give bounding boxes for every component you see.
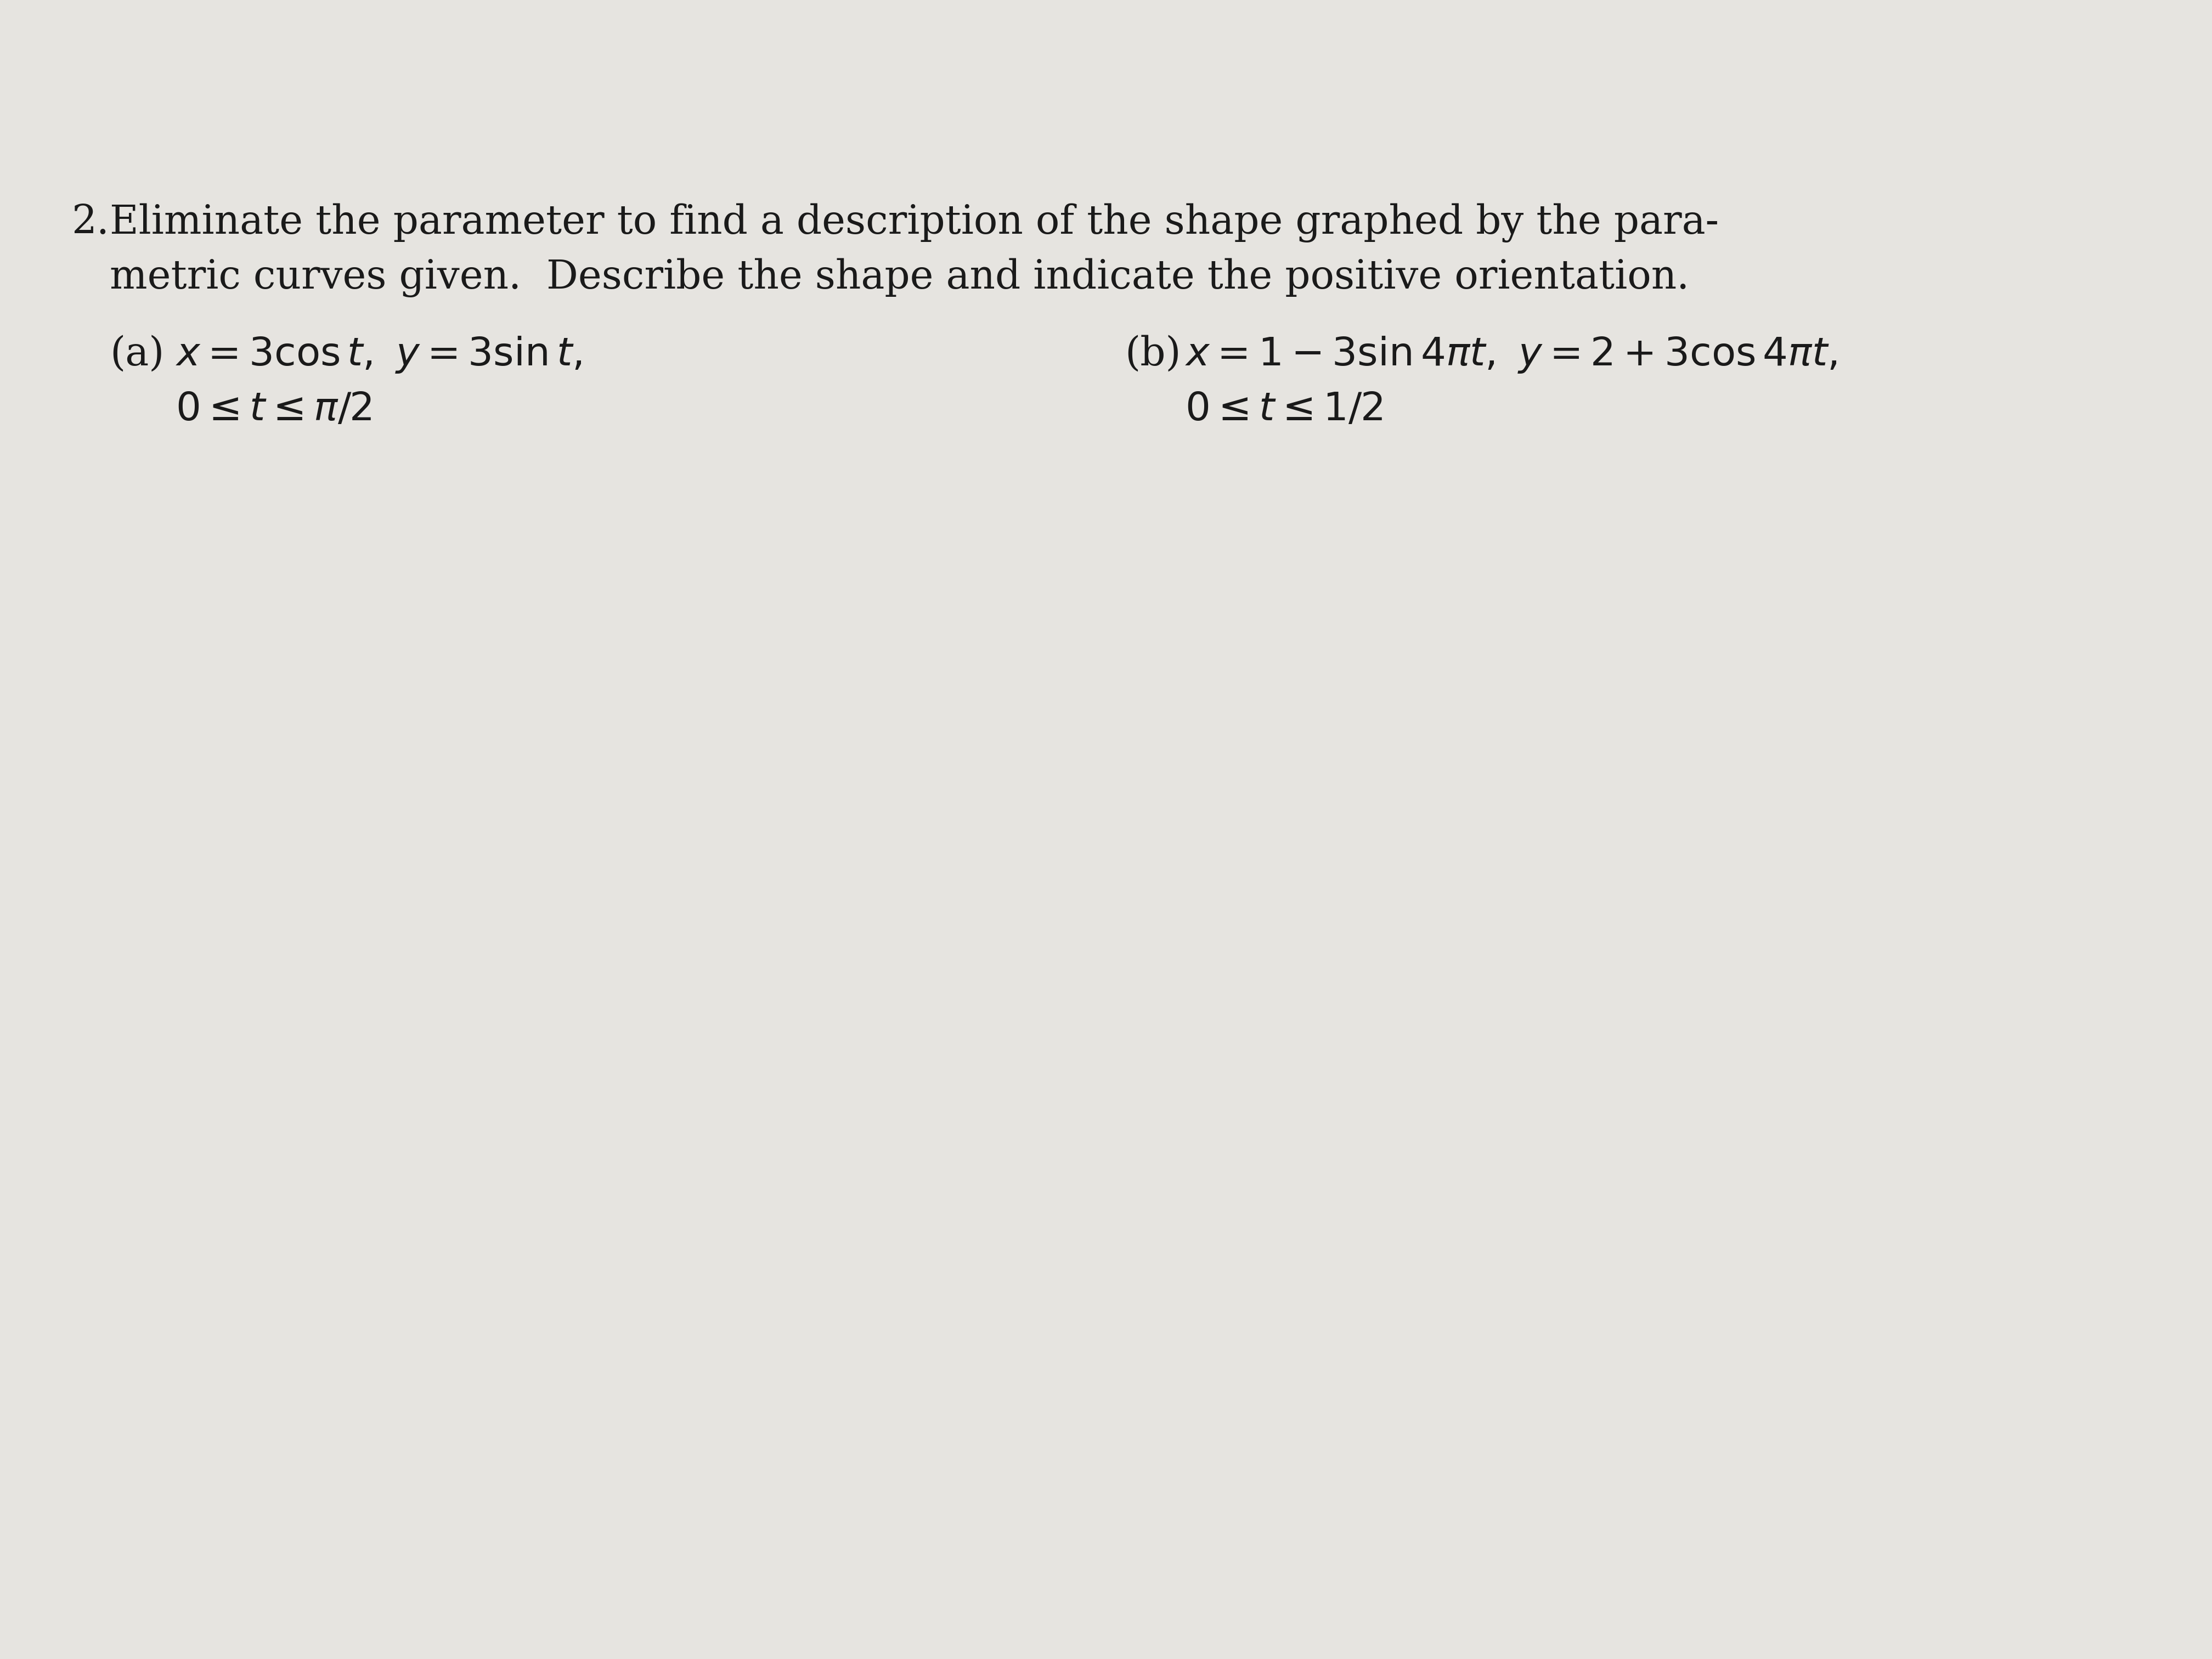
Text: $x = 1 - 3\sin 4\pi t,\ y = 2 + 3\cos 4\pi t,$: $x = 1 - 3\sin 4\pi t,\ y = 2 + 3\cos 4\…: [1186, 335, 1838, 375]
Text: $x = 3\cos t,\ y = 3\sin t,$: $x = 3\cos t,\ y = 3\sin t,$: [175, 335, 582, 375]
Text: metric curves given.  Describe the shape and indicate the positive orientation.: metric curves given. Describe the shape …: [111, 257, 1690, 297]
Text: $0 \leq t \leq 1/2$: $0 \leq t \leq 1/2$: [1186, 390, 1383, 428]
Text: (b): (b): [1124, 335, 1181, 373]
Text: $0 \leq t \leq \pi/2$: $0 \leq t \leq \pi/2$: [175, 390, 372, 428]
Text: 2.: 2.: [71, 202, 108, 242]
Text: (a): (a): [111, 335, 164, 373]
Text: Eliminate the parameter to find a description of the shape graphed by the para-: Eliminate the parameter to find a descri…: [111, 202, 1719, 242]
